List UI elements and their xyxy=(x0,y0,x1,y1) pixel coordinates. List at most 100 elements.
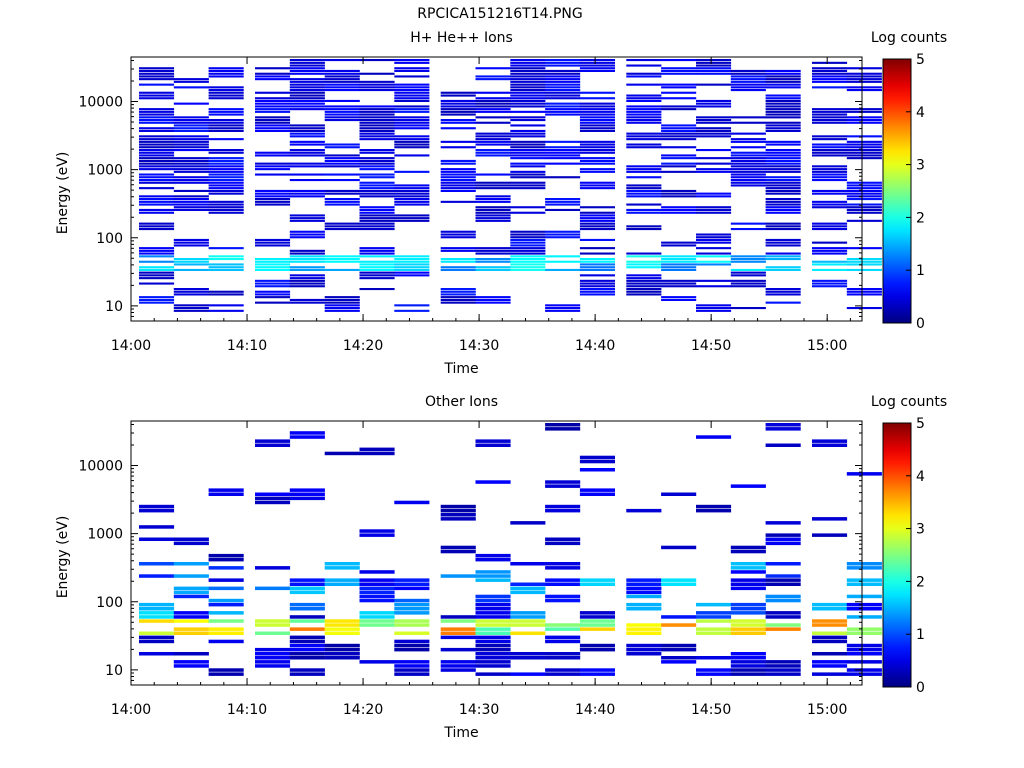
heatmap-cell xyxy=(579,627,615,631)
heatmap-cell xyxy=(545,146,581,149)
heatmap-cell xyxy=(765,94,801,97)
heatmap-cell xyxy=(208,672,244,676)
heatmap-cell xyxy=(440,181,476,184)
x-tick-label: 14:10 xyxy=(227,702,267,718)
heatmap-cell xyxy=(579,214,615,217)
heatmap-cell xyxy=(730,69,766,72)
heatmap-cell xyxy=(173,206,209,209)
heatmap-cell xyxy=(440,187,476,190)
heatmap-cell xyxy=(394,623,430,627)
heatmap-cell xyxy=(661,578,697,582)
heatmap-cell xyxy=(139,159,175,162)
heatmap-cell xyxy=(324,173,360,176)
heatmap-cell xyxy=(626,75,662,78)
heatmap-cell xyxy=(324,656,360,660)
heatmap-cell xyxy=(139,635,175,640)
heatmap-cell xyxy=(626,132,662,135)
heatmap-cell xyxy=(139,607,175,611)
heatmap-cell xyxy=(440,230,476,233)
heatmap-cell xyxy=(626,578,662,582)
heatmap-cell xyxy=(626,119,662,122)
heatmap-cell xyxy=(173,293,209,296)
heatmap-cell xyxy=(696,211,732,214)
heatmap-cell xyxy=(255,266,291,269)
heatmap-cell xyxy=(475,656,511,660)
heatmap-cell xyxy=(545,149,581,152)
heatmap-cell xyxy=(812,61,848,64)
heatmap-cell xyxy=(359,611,395,615)
heatmap-cell xyxy=(475,258,511,261)
heatmap-cell xyxy=(661,492,697,496)
heatmap-cell xyxy=(208,187,244,190)
heatmap-cell xyxy=(139,504,175,509)
heatmap-cell xyxy=(579,492,615,496)
heatmap-cell xyxy=(475,660,511,664)
heatmap-cell xyxy=(173,290,209,293)
heatmap-cell xyxy=(626,290,662,293)
heatmap-cell xyxy=(812,138,848,141)
heatmap-cell xyxy=(359,124,395,127)
heatmap-cell xyxy=(765,162,801,165)
heatmap-cell xyxy=(394,135,430,138)
heatmap-cell xyxy=(730,151,766,154)
heatmap-cell xyxy=(475,615,511,619)
heatmap-cell xyxy=(812,225,848,228)
heatmap-cell xyxy=(139,222,175,225)
heatmap-cell xyxy=(255,263,291,266)
heatmap-cell xyxy=(545,97,581,100)
heatmap-cell xyxy=(765,211,801,214)
heatmap-cell xyxy=(394,138,430,141)
heatmap-cell xyxy=(324,307,360,310)
heatmap-cell xyxy=(324,260,360,263)
heatmap-cell xyxy=(475,198,511,201)
heatmap-cell xyxy=(324,69,360,72)
heatmap-cell xyxy=(510,89,546,92)
heatmap-cell xyxy=(812,116,848,119)
heatmap-cell xyxy=(208,208,244,211)
heatmap-cell xyxy=(475,105,511,108)
heatmap-cell xyxy=(661,266,697,269)
heatmap-cell xyxy=(545,154,581,157)
heatmap-cell xyxy=(475,260,511,263)
heatmap-cell xyxy=(359,533,395,537)
heatmap-cell xyxy=(173,135,209,138)
heatmap-cell xyxy=(173,157,209,160)
heatmap-cell xyxy=(208,189,244,192)
heatmap-cell xyxy=(812,151,848,154)
heatmap-cell xyxy=(626,647,662,652)
heatmap-cell xyxy=(510,105,546,108)
heatmap-cell xyxy=(255,656,291,660)
heatmap-cell xyxy=(846,135,882,138)
heatmap-cell xyxy=(394,61,430,64)
heatmap-cell xyxy=(359,113,395,116)
heatmap-cell xyxy=(440,574,476,578)
heatmap-cell xyxy=(208,168,244,171)
heatmap-cell xyxy=(510,59,546,62)
heatmap-cell xyxy=(846,189,882,192)
heatmap-cell xyxy=(475,208,511,211)
heatmap-cell xyxy=(812,252,848,255)
heatmap-cell xyxy=(139,602,175,607)
heatmap-cell xyxy=(696,119,732,122)
heatmap-cell xyxy=(626,623,662,627)
heatmap-cell xyxy=(661,244,697,247)
heatmap-cell xyxy=(545,623,581,627)
heatmap-cell xyxy=(440,94,476,97)
heatmap-cell xyxy=(208,602,244,607)
heatmap-cell xyxy=(173,627,209,631)
heatmap-cell xyxy=(661,623,697,627)
heatmap-cell xyxy=(846,75,882,78)
heatmap-cell xyxy=(359,127,395,130)
heatmap-cell xyxy=(324,631,360,635)
heatmap-cell xyxy=(324,179,360,182)
heatmap-cell xyxy=(846,578,882,582)
heatmap-cell xyxy=(324,652,360,656)
heatmap-cell xyxy=(440,108,476,111)
heatmap-cell xyxy=(626,208,662,211)
heatmap-cell xyxy=(139,274,175,277)
heatmap-cell xyxy=(730,121,766,124)
heatmap-cell xyxy=(440,635,476,640)
heatmap-cell xyxy=(475,574,511,578)
heatmap-cell xyxy=(579,611,615,615)
heatmap-cell xyxy=(730,176,766,179)
